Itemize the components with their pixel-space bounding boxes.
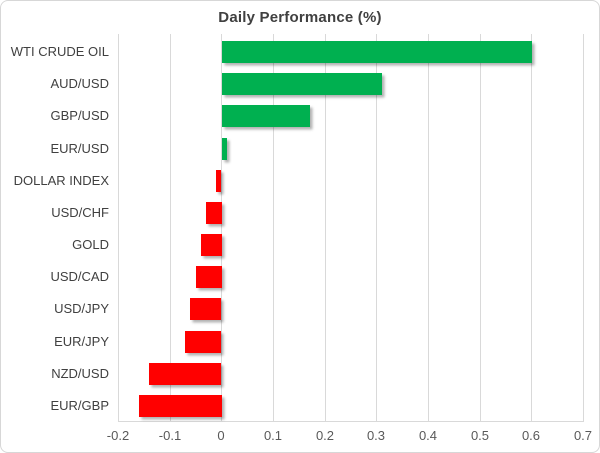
bar-eur-gbp: [139, 395, 222, 417]
gridline: [480, 34, 481, 422]
x-tick-label: 0.5: [470, 428, 490, 443]
category-label: EUR/USD: [50, 141, 109, 156]
gridline: [583, 34, 584, 422]
x-tick-label: -0.2: [106, 428, 130, 443]
category-label: USD/CAD: [50, 269, 109, 284]
category-label: USD/JPY: [54, 301, 109, 316]
gridline: [531, 34, 532, 422]
x-tick-label: 0: [217, 428, 225, 443]
category-label: EUR/GBP: [50, 398, 109, 413]
x-axis-line: [118, 421, 583, 422]
gridline: [273, 34, 274, 422]
category-label: WTI CRUDE OIL: [10, 44, 109, 59]
chart-title: Daily Performance (%): [218, 9, 382, 26]
gridline: [221, 34, 222, 422]
x-tick-label: 0.2: [315, 428, 335, 443]
bar-nzd-usd: [149, 363, 221, 385]
category-label: NZD/USD: [51, 366, 109, 381]
bar-usd-jpy: [190, 298, 221, 320]
bar-eur-jpy: [185, 331, 221, 353]
gridline: [428, 34, 429, 422]
plot-area: [118, 34, 584, 422]
x-tick-label: -0.1: [158, 428, 182, 443]
gridline: [118, 34, 119, 422]
x-tick-label: 0.3: [366, 428, 386, 443]
category-label: AUD/USD: [50, 76, 109, 91]
bar-gbp-usd: [222, 105, 310, 127]
category-label: DOLLAR INDEX: [13, 173, 109, 188]
bar-dollar-index: [216, 170, 221, 192]
gridline: [376, 34, 377, 422]
bar-eur-usd: [222, 138, 227, 160]
gridline: [170, 34, 171, 422]
bar-aud-usd: [222, 73, 382, 95]
category-label: EUR/JPY: [54, 334, 109, 349]
x-tick-label: 0.7: [573, 428, 593, 443]
gridline: [325, 34, 326, 422]
category-label: GOLD: [72, 237, 109, 252]
bar-wti-crude-oil: [222, 41, 532, 63]
x-tick-label: 0.6: [521, 428, 541, 443]
category-label: GBP/USD: [50, 108, 109, 123]
category-label: USD/CHF: [51, 205, 109, 220]
x-tick-label: 0.4: [418, 428, 438, 443]
bar-gold: [201, 234, 222, 256]
bar-usd-cad: [196, 266, 222, 288]
x-tick-label: 0.1: [263, 428, 283, 443]
bar-usd-chf: [206, 202, 222, 224]
